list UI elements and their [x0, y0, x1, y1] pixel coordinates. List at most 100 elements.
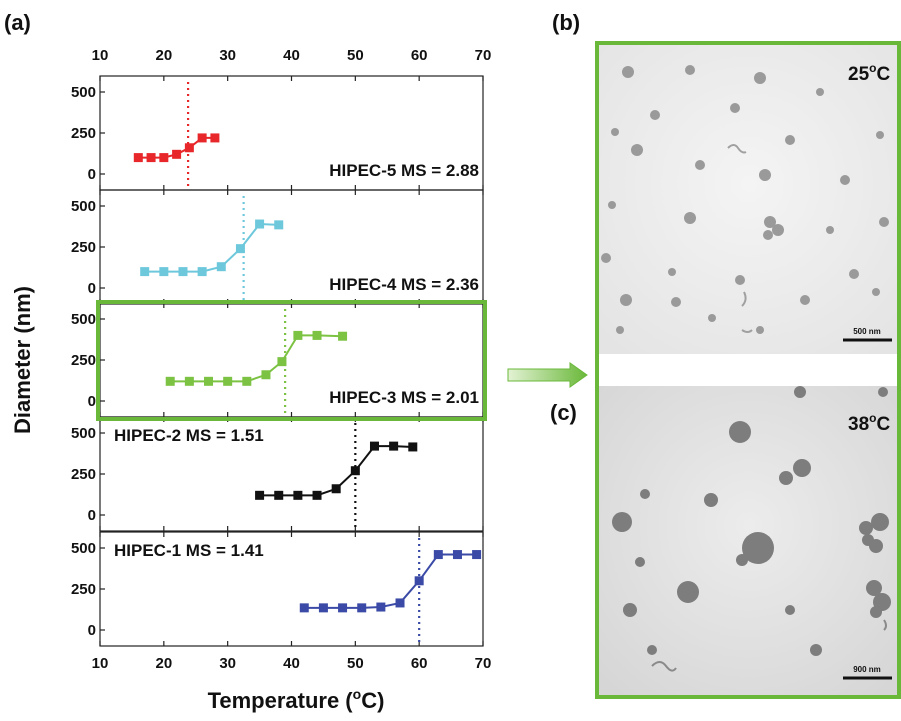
- data-point: [274, 220, 284, 230]
- scale-label-c: 900 nm: [853, 665, 881, 674]
- data-point: [277, 357, 287, 367]
- scale-label-b: 500 nm: [853, 327, 881, 336]
- x-tick-label-top: 20: [155, 47, 172, 64]
- data-point: [338, 603, 348, 613]
- y-tick-label: 0: [88, 507, 96, 524]
- x-tick-label-top: 30: [219, 47, 236, 64]
- y-tick-label: 500: [71, 198, 96, 215]
- data-point: [299, 603, 309, 613]
- data-point: [197, 267, 207, 277]
- data-point: [389, 441, 399, 451]
- x-tick-label-top: 40: [283, 47, 300, 64]
- temperature-label-b: 25oC: [848, 61, 890, 85]
- series-annotation: HIPEC-1 MS = 1.41: [114, 541, 264, 560]
- x-axis-title: Temperature (oC): [208, 686, 385, 713]
- micrograph-c-particles: [612, 386, 891, 656]
- temperature-label-c: 38oC: [848, 411, 890, 435]
- data-point: [210, 133, 220, 143]
- data-point: [350, 466, 360, 476]
- micrograph-c: 900 nm 38oC: [598, 386, 900, 696]
- data-point: [318, 603, 328, 613]
- y-tick-label: 0: [88, 166, 96, 183]
- data-point: [395, 598, 405, 608]
- panel-hipec-2: 0 250 500 HIPEC-2 MS = 1.51: [71, 416, 484, 532]
- y-tick-label: 500: [71, 311, 96, 328]
- data-point: [331, 484, 341, 494]
- micrograph-b-particles: [601, 65, 889, 334]
- series-annotation: HIPEC-2 MS = 1.51: [114, 426, 264, 445]
- y-tick-label: 250: [71, 239, 96, 256]
- data-point: [197, 133, 207, 143]
- data-point: [338, 331, 348, 341]
- series-line: [170, 334, 343, 383]
- y-tick-label: 250: [71, 352, 96, 369]
- data-point: [433, 550, 443, 560]
- data-point: [159, 153, 169, 163]
- y-axis-title: Diameter (nm): [10, 286, 35, 434]
- data-point: [204, 376, 214, 386]
- data-point: [178, 267, 188, 277]
- data-point: [133, 153, 143, 163]
- data-point: [274, 490, 284, 500]
- x-tick-label-bottom: 20: [155, 655, 172, 672]
- data-point: [357, 603, 367, 613]
- series-annotation: HIPEC-3 MS = 2.01: [329, 388, 479, 407]
- panel-c-label: (c): [550, 400, 577, 425]
- x-tick-label-bottom: 70: [475, 655, 492, 672]
- data-point: [408, 442, 418, 452]
- y-tick-label: 0: [88, 393, 96, 410]
- y-tick-label: 0: [88, 622, 96, 639]
- data-point: [452, 550, 462, 560]
- micrograph-b-background: [598, 44, 900, 354]
- y-tick-label: 250: [71, 466, 96, 483]
- y-tick-label: 500: [71, 540, 96, 557]
- data-point: [146, 153, 156, 163]
- data-point: [184, 376, 194, 386]
- panel-b-label: (b): [552, 10, 580, 35]
- x-tick-label-bottom: 10: [92, 655, 109, 672]
- y-tick-label: 250: [71, 581, 96, 598]
- micrograph-c-filaments: [651, 619, 887, 672]
- data-point: [235, 244, 245, 254]
- x-tick-label-bottom: 30: [219, 655, 236, 672]
- data-point: [165, 376, 175, 386]
- x-tick-label-top: 10: [92, 47, 109, 64]
- data-point: [216, 262, 226, 272]
- data-point: [184, 143, 194, 153]
- data-point: [261, 370, 271, 380]
- y-tick-label: 0: [88, 280, 96, 297]
- y-tick-label: 500: [71, 425, 96, 442]
- series-annotation: HIPEC-4 MS = 2.36: [329, 275, 479, 294]
- data-point: [293, 490, 303, 500]
- data-point: [369, 441, 379, 451]
- panel-hipec-1: 0 250 500 HIPEC-1 MS = 1.41: [71, 531, 484, 647]
- data-point: [223, 376, 233, 386]
- panel-hipec-3: 0 250 500 HIPEC-3 MS = 2.01: [71, 302, 484, 418]
- panel-hipec-5: 0 250 500 HIPEC-5 MS = 2.88: [71, 75, 484, 191]
- y-tick-label: 500: [71, 84, 96, 101]
- x-tick-label-bottom: 50: [347, 655, 364, 672]
- data-point: [255, 490, 265, 500]
- micrograph-b: 500 nm 25oC: [598, 44, 900, 354]
- y-tick-label: 250: [71, 125, 96, 142]
- data-point: [255, 219, 265, 229]
- data-point: [312, 330, 322, 340]
- data-point: [376, 602, 386, 612]
- panel-a-label: (a): [4, 10, 31, 35]
- data-point: [414, 576, 424, 586]
- data-point: [472, 550, 482, 560]
- panel-hipec-4: 0 250 500 HIPEC-4 MS = 2.36: [71, 189, 484, 305]
- data-point: [293, 330, 303, 340]
- data-point: [242, 376, 252, 386]
- data-point: [312, 490, 322, 500]
- x-tick-label-top: 70: [475, 47, 492, 64]
- data-point: [140, 267, 150, 277]
- series-line: [304, 553, 477, 609]
- series-annotation: HIPEC-5 MS = 2.88: [329, 161, 479, 180]
- x-tick-label-top: 50: [347, 47, 364, 64]
- arrow-icon: [507, 362, 588, 388]
- data-point: [159, 267, 169, 277]
- data-point: [172, 149, 182, 159]
